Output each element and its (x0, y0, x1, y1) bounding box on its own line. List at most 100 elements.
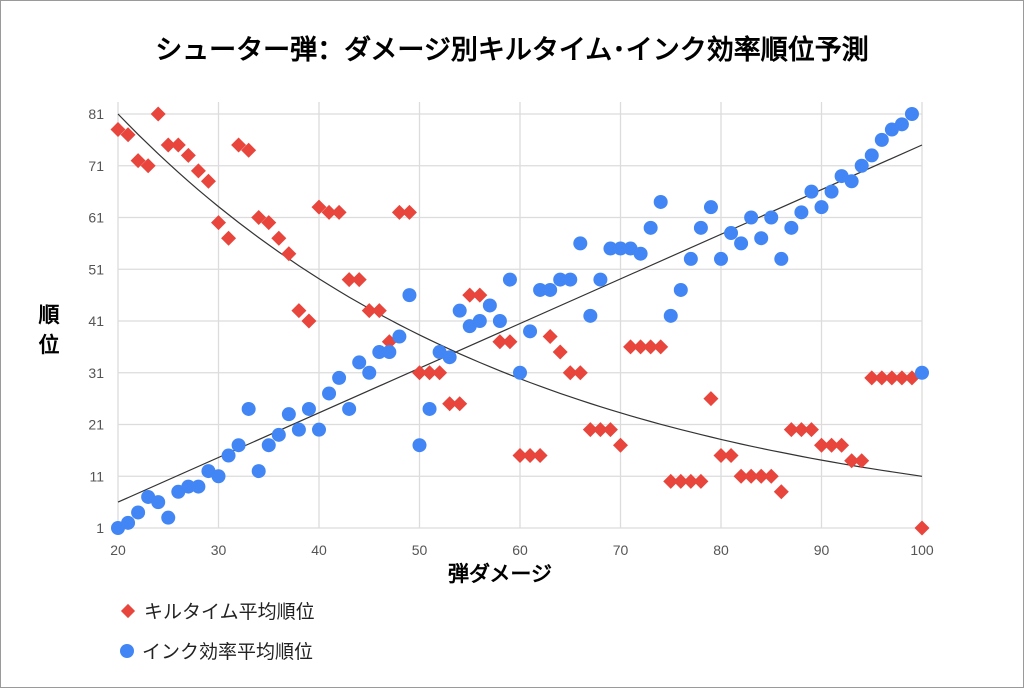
x-tick-label: 50 (412, 542, 428, 558)
ink-efficiency-point (904, 107, 919, 121)
trendline-series-1 (117, 144, 923, 503)
ink-efficiency-point (422, 401, 437, 416)
killtime-point (291, 303, 307, 319)
ink-efficiency-point (683, 251, 698, 266)
ink-efficiency-point (271, 427, 286, 442)
ink-efficiency-point (563, 272, 578, 287)
killtime-point (673, 473, 689, 489)
ink-efficiency-point (573, 236, 588, 251)
circle-marker-icon (120, 643, 134, 658)
killtime-point (170, 137, 186, 153)
y-tick-label: 41 (88, 313, 104, 329)
ink-efficiency-point (352, 355, 367, 370)
ink-efficiency-point (774, 251, 789, 266)
y-tick-label: 21 (88, 417, 104, 433)
ink-efficiency-point (613, 241, 628, 256)
ink-efficiency-point (804, 184, 819, 199)
ink-efficiency-point (593, 272, 608, 287)
ink-efficiency-point (523, 324, 538, 339)
x-axis-label: 弾ダメージ (448, 562, 552, 586)
killtime-point (502, 334, 518, 350)
killtime-point (854, 453, 870, 469)
ink-efficiency-point (241, 401, 256, 416)
killtime-point (391, 204, 407, 220)
killtime-point (773, 484, 789, 500)
y-tick-label: 71 (88, 158, 104, 174)
killtime-point (140, 158, 156, 174)
killtime-point (633, 339, 649, 355)
killtime-point (180, 147, 196, 163)
ink-efficiency-point (583, 308, 598, 323)
killtime-point (663, 473, 679, 489)
grid (117, 102, 923, 529)
ink-efficiency-point (131, 505, 146, 520)
ink-efficiency-point (372, 345, 387, 360)
ink-efficiency-point (633, 246, 648, 261)
killtime-point (693, 473, 709, 489)
killtime-point (241, 142, 257, 158)
killtime-point (351, 272, 367, 288)
ink-efficiency-point (231, 438, 246, 453)
ink-efficiency-point (181, 479, 196, 494)
ink-efficiency-point (121, 515, 136, 530)
killtime-point (211, 215, 226, 231)
killtime-point (834, 437, 850, 453)
ink-efficiency-point (784, 220, 799, 235)
x-tick-label: 40 (311, 542, 327, 558)
x-tick-label: 90 (814, 542, 830, 558)
ink-efficiency-point (724, 226, 739, 241)
ink-efficiency-point (543, 282, 558, 297)
killtime-point (150, 106, 166, 122)
ink-efficiency-point (191, 479, 206, 494)
ink-efficiency-point (382, 345, 397, 360)
ink-efficiency-point (864, 148, 879, 163)
killtime-point (703, 391, 719, 407)
ink-efficiency-point (603, 241, 618, 256)
killtime-point (844, 453, 860, 469)
ink-efficiency-point (261, 438, 276, 453)
ink-efficiency-point (412, 438, 427, 453)
x-tick-label: 100 (910, 542, 934, 558)
killtime-point (492, 334, 508, 350)
killtime-point (432, 365, 448, 381)
ink-efficiency-point (754, 231, 769, 246)
ink-efficiency-point (332, 370, 347, 385)
killtime-point (301, 313, 317, 329)
ink-efficiency-point (814, 200, 829, 215)
killtime-point (733, 468, 749, 484)
x-tick-label: 80 (713, 542, 729, 558)
killtime-point (552, 344, 568, 360)
legend-label-killtime: キルタイム平均順位 (144, 601, 315, 623)
killtime-point (602, 422, 618, 438)
killtime-point (200, 173, 216, 189)
ink-efficiency-point (744, 210, 759, 225)
killtime-point (462, 287, 478, 303)
killtime-point (763, 468, 779, 484)
killtime-point (442, 396, 458, 412)
ink-efficiency-point (342, 401, 357, 416)
killtime-point (884, 370, 900, 386)
ink-efficiency-point (211, 469, 226, 484)
killtime-point (653, 339, 669, 355)
killtime-point (914, 520, 930, 536)
killtime-point (522, 448, 538, 464)
killtime-point (371, 303, 387, 319)
ink-efficiency-point (362, 365, 377, 380)
y-axis-label: 順位 (38, 303, 60, 357)
killtime-point (130, 153, 146, 169)
killtime-point (452, 396, 468, 412)
killtime-point (683, 473, 699, 489)
killtime-point (261, 215, 277, 231)
ink-efficiency-point (513, 365, 527, 380)
killtime-point (542, 329, 558, 345)
legend-item-ink-efficiency: インク効率平均順位 (120, 637, 313, 664)
ink-efficiency-point (502, 272, 517, 287)
x-tick-label: 20 (110, 542, 126, 558)
killtime-point (221, 230, 237, 246)
x-tick-label: 30 (211, 542, 227, 558)
ink-efficiency-point (844, 174, 859, 189)
killtime-point (874, 370, 890, 386)
ink-efficiency-point (161, 510, 176, 525)
ink-efficiency-point (703, 200, 718, 215)
